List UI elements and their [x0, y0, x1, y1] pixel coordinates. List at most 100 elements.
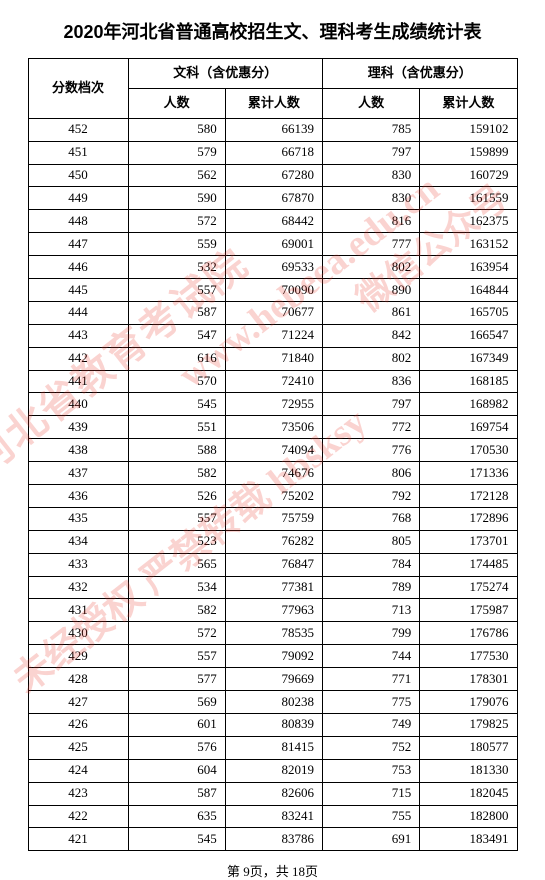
table-row: 44857268442816162375	[28, 210, 517, 233]
table-cell: 425	[28, 736, 128, 759]
table-cell: 180577	[420, 736, 517, 759]
header-sci-cum: 累计人数	[420, 88, 517, 118]
table-cell: 601	[128, 713, 225, 736]
table-cell: 83786	[225, 828, 322, 851]
table-cell: 570	[128, 370, 225, 393]
table-cell: 67280	[225, 164, 322, 187]
table-cell: 436	[28, 485, 128, 508]
table-row: 44555770090890164844	[28, 279, 517, 302]
table-cell: 547	[128, 324, 225, 347]
table-cell: 433	[28, 553, 128, 576]
table-cell: 67870	[225, 187, 322, 210]
table-cell: 160729	[420, 164, 517, 187]
table-cell: 806	[323, 462, 420, 485]
table-cell: 582	[128, 462, 225, 485]
table-cell: 66718	[225, 141, 322, 164]
table-row: 44458770677861165705	[28, 301, 517, 324]
table-cell: 179825	[420, 713, 517, 736]
table-row: 42756980238775179076	[28, 691, 517, 714]
table-cell: 70677	[225, 301, 322, 324]
table-cell: 816	[323, 210, 420, 233]
table-cell: 426	[28, 713, 128, 736]
table-cell: 444	[28, 301, 128, 324]
table-cell: 176786	[420, 622, 517, 645]
table-cell: 427	[28, 691, 128, 714]
table-cell: 772	[323, 416, 420, 439]
table-cell: 430	[28, 622, 128, 645]
table-cell: 775	[323, 691, 420, 714]
table-row: 42460482019753181330	[28, 759, 517, 782]
table-cell: 691	[323, 828, 420, 851]
table-cell: 744	[323, 645, 420, 668]
table-cell: 604	[128, 759, 225, 782]
table-cell: 81415	[225, 736, 322, 759]
table-row: 42955779092744177530	[28, 645, 517, 668]
table-cell: 590	[128, 187, 225, 210]
table-cell: 70090	[225, 279, 322, 302]
table-row: 42263583241755182800	[28, 805, 517, 828]
table-cell: 447	[28, 233, 128, 256]
table-cell: 789	[323, 576, 420, 599]
table-cell: 616	[128, 347, 225, 370]
table-cell: 635	[128, 805, 225, 828]
table-cell: 82019	[225, 759, 322, 782]
table-cell: 768	[323, 507, 420, 530]
table-cell: 75759	[225, 507, 322, 530]
table-row: 42660180839749179825	[28, 713, 517, 736]
table-cell: 441	[28, 370, 128, 393]
table-cell: 178301	[420, 668, 517, 691]
header-lib-cum: 累计人数	[225, 88, 322, 118]
table-cell: 162375	[420, 210, 517, 233]
table-cell: 861	[323, 301, 420, 324]
table-cell: 163954	[420, 256, 517, 279]
table-cell: 446	[28, 256, 128, 279]
table-cell: 175274	[420, 576, 517, 599]
table-cell: 565	[128, 553, 225, 576]
table-cell: 71840	[225, 347, 322, 370]
table-cell: 577	[128, 668, 225, 691]
table-cell: 448	[28, 210, 128, 233]
table-cell: 580	[128, 118, 225, 141]
table-cell: 79669	[225, 668, 322, 691]
table-cell: 523	[128, 530, 225, 553]
table-cell: 572	[128, 622, 225, 645]
header-score: 分数档次	[28, 59, 128, 119]
table-row: 43758274676806171336	[28, 462, 517, 485]
table-cell: 68442	[225, 210, 322, 233]
table-cell: 164844	[420, 279, 517, 302]
table-cell: 171336	[420, 462, 517, 485]
table-cell: 179076	[420, 691, 517, 714]
table-cell: 77381	[225, 576, 322, 599]
score-stats-table: 分数档次 文科（含优惠分） 理科（含优惠分） 人数 累计人数 人数 累计人数 4…	[28, 58, 518, 851]
table-row: 42154583786691183491	[28, 828, 517, 851]
table-cell: 170530	[420, 439, 517, 462]
table-cell: 182800	[420, 805, 517, 828]
table-cell: 842	[323, 324, 420, 347]
table-cell: 428	[28, 668, 128, 691]
table-cell: 545	[128, 828, 225, 851]
table-row: 43253477381789175274	[28, 576, 517, 599]
table-cell: 797	[323, 141, 420, 164]
table-row: 45157966718797159899	[28, 141, 517, 164]
table-cell: 434	[28, 530, 128, 553]
table-cell: 551	[128, 416, 225, 439]
table-cell: 792	[323, 485, 420, 508]
table-cell: 76282	[225, 530, 322, 553]
table-row: 43858874094776170530	[28, 439, 517, 462]
table-cell: 452	[28, 118, 128, 141]
table-cell: 79092	[225, 645, 322, 668]
table-cell: 890	[323, 279, 420, 302]
table-cell: 80238	[225, 691, 322, 714]
table-cell: 172128	[420, 485, 517, 508]
table-cell: 526	[128, 485, 225, 508]
table-cell: 183491	[420, 828, 517, 851]
table-cell: 449	[28, 187, 128, 210]
table-cell: 69001	[225, 233, 322, 256]
table-cell: 181330	[420, 759, 517, 782]
table-cell: 167349	[420, 347, 517, 370]
table-cell: 797	[323, 393, 420, 416]
table-cell: 439	[28, 416, 128, 439]
table-cell: 168185	[420, 370, 517, 393]
header-lib-count: 人数	[128, 88, 225, 118]
table-cell: 771	[323, 668, 420, 691]
